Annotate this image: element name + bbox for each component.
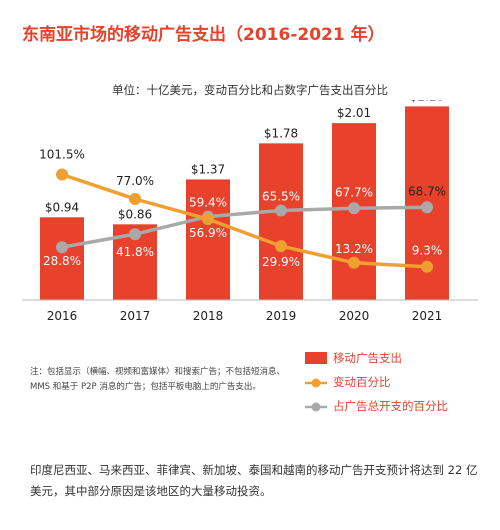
legend-swatch-orange-line [305,378,327,388]
share-label-2018: 59.4% [189,196,227,210]
change-label-2020: 13.2% [335,242,373,256]
x-tick-label-2016: 2016 [47,309,78,323]
legend-label-change: 变动百分比 [333,375,391,389]
share-point-2021 [421,201,433,214]
change-label-2021: 9.3% [412,244,443,258]
share-point-2019 [275,204,287,217]
bar-2019 [259,143,303,300]
change-point-2017 [129,193,141,205]
share-point-2017 [129,228,141,241]
x-tick-label-2021: 2021 [412,309,443,323]
x-tick-label-2019: 2019 [266,309,297,323]
change-point-2018 [202,213,214,226]
change-label-2018: 56.9% [189,226,227,240]
share-point-2016 [56,241,68,254]
summary-text: 印度尼西亚、马来西亚、菲律宾、新加坡、泰国和越南的移动广告开支预计将达到 22 … [30,463,478,498]
share-point-2020 [348,202,360,215]
bar-value-label-2020: $2.01 [337,106,371,120]
change-point-2021 [421,260,433,273]
change-line [61,172,428,269]
legend-label-spend: 移动广告支出 [333,351,402,365]
x-tick-label-2018: 2018 [193,309,224,323]
bar-value-label-2021: $2.20 [410,100,444,103]
x-tick-label-2017: 2017 [120,309,151,323]
chart-footnote: 注：包括显示（横幅、视频和富媒体）和搜索广告；不包括短消息、MMS 和基于 P2… [30,367,286,392]
legend-swatch-bar [305,352,327,364]
bar-value-label-2016: $0.94 [45,200,79,214]
change-point-2016 [56,168,68,181]
share-label-2020: 67.7% [335,185,373,199]
bar-2018 [186,179,230,300]
change-label-2019: 29.9% [262,255,300,269]
bar-value-label-2017: $0.86 [118,207,152,221]
legend-label-share: 占广告总开支的百分比 [333,399,448,413]
change-point-2020 [348,256,360,269]
bar-2016 [40,217,84,300]
share-line [61,205,428,249]
change-label-2016: 101.5% [39,148,85,162]
share-label-2021: 68.7% [408,184,446,198]
share-label-2017: 41.8% [116,245,154,259]
share-label-2019: 65.5% [262,190,300,204]
bar-value-label-2019: $1.78 [264,126,298,140]
change-point-2019 [275,240,287,253]
legend-swatch-gray-line [305,402,327,412]
bar-value-label-2018: $1.37 [191,162,225,176]
share-label-2016: 28.8% [43,254,81,268]
chart-title: 东南亚市场的移动广告支出（2016-2021 年） [22,25,385,45]
change-label-2017: 77.0% [116,174,154,188]
combo-chart: $0.94 $0.86 $1.37 $1.78 $2.01 $2.20 2016 2017 20… [22,100,478,323]
x-tick-label-2020: 2020 [339,309,370,323]
chart-subtitle: 单位：十亿美元，变动百分比和占数字广告支出百分比 [112,83,388,97]
